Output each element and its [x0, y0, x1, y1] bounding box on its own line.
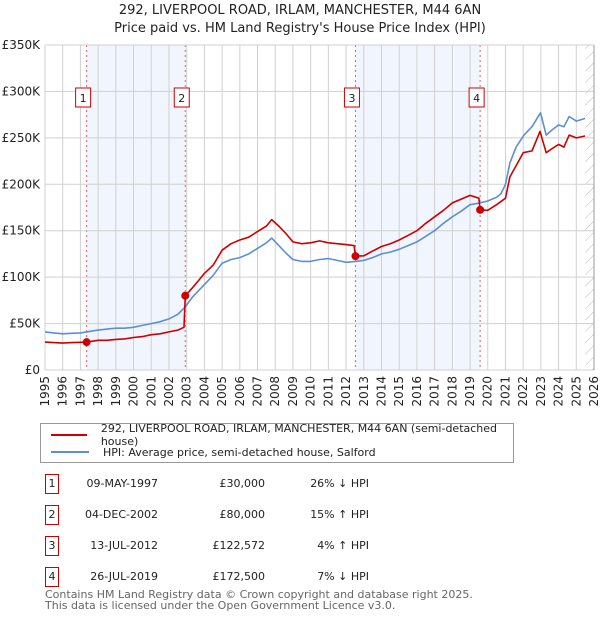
x-tick-label: 2021	[498, 376, 512, 407]
transaction-date: 09-MAY-1997	[86, 477, 158, 490]
x-tick-label: 2001	[144, 376, 158, 407]
x-tick-label: 2026	[587, 376, 600, 407]
hpi-line	[44, 112, 586, 335]
legend-swatch-blue	[51, 451, 89, 453]
x-tick-label: 2015	[392, 376, 406, 407]
transaction-price: £122,572	[212, 539, 266, 552]
sale-marker-box	[343, 87, 360, 108]
sale-point	[351, 252, 360, 261]
sale-point	[181, 291, 190, 300]
sale-point	[82, 338, 91, 347]
transaction-row: 3 13-JUL-2012 £122,572 4% ↑ HPI	[0, 536, 600, 556]
sale-marker-label: 1	[80, 92, 87, 105]
y-tick-label: £100K	[2, 270, 42, 284]
transaction-marker: 2	[45, 505, 59, 525]
x-tick-label: 2000	[127, 376, 141, 407]
y-tick-label: £350K	[2, 38, 42, 52]
legend-label-hpi: HPI: Average price, semi-detached house,…	[103, 445, 376, 459]
x-tick-label: 1998	[91, 376, 105, 407]
x-tick-label: 2012	[339, 376, 353, 407]
transaction-date: 13-JUL-2012	[90, 539, 158, 552]
footer-licence: This data is licensed under the Open Gov…	[45, 599, 396, 612]
x-tick-label: 2003	[180, 376, 194, 407]
x-tick-label: 2014	[374, 376, 388, 407]
x-tick-label: 1997	[73, 376, 87, 407]
x-tick-label: 2011	[321, 376, 335, 407]
transaction-hpi-diff: 4% ↑ HPI	[317, 539, 369, 552]
transaction-marker: 1	[45, 474, 59, 494]
x-tick-label: 2008	[268, 376, 282, 407]
transaction-price: £80,000	[219, 508, 266, 521]
property-price-line	[44, 130, 586, 344]
shaded-period	[355, 45, 481, 370]
x-tick-label: 1995	[38, 376, 52, 407]
transaction-hpi-diff: 7% ↓ HPI	[317, 570, 369, 583]
shaded-period	[86, 45, 186, 370]
x-tick-label: 2010	[304, 376, 318, 407]
legend-item-hpi: HPI: Average price, semi-detached house,…	[51, 444, 376, 460]
x-tick-label: 2002	[162, 376, 176, 407]
legend-label-property: 292, LIVERPOOL ROAD, IRLAM, MANCHESTER, …	[100, 422, 498, 448]
y-tick-label: £250K	[2, 131, 42, 145]
sale-marker-box	[75, 87, 92, 108]
transaction-hpi-diff: 15% ↑ HPI	[310, 508, 369, 521]
x-tick-label: 2013	[357, 376, 371, 407]
x-tick-label: 1996	[56, 376, 70, 407]
x-tick-label: 2017	[428, 376, 442, 407]
sale-marker-label: 3	[348, 92, 355, 105]
x-tick-label: 2019	[463, 376, 477, 407]
x-tick-label: 2009	[286, 376, 300, 407]
y-tick-label: £200K	[2, 177, 42, 191]
x-tick-label: 2022	[516, 376, 530, 407]
transaction-marker: 4	[45, 567, 59, 587]
x-tick-label: 2018	[445, 376, 459, 407]
y-tick-label: £0	[25, 363, 40, 377]
x-tick-label: 1999	[109, 376, 123, 407]
sale-marker-label: 2	[178, 92, 185, 105]
transaction-row: 1 09-MAY-1997 £30,000 26% ↓ HPI	[0, 474, 600, 494]
transaction-row: 4 26-JUL-2019 £172,500 7% ↓ HPI	[0, 567, 600, 587]
transaction-price: £172,500	[212, 570, 266, 583]
x-tick-label: 2007	[251, 376, 265, 407]
x-tick-label: 2004	[197, 376, 211, 407]
sale-point	[476, 205, 485, 214]
sale-marker-label: 4	[473, 92, 480, 105]
legend: 292, LIVERPOOL ROAD, IRLAM, MANCHESTER, …	[40, 422, 514, 463]
transaction-row: 2 04-DEC-2002 £80,000 15% ↑ HPI	[0, 505, 600, 525]
x-tick-label: 2016	[410, 376, 424, 407]
x-tick-label: 2006	[233, 376, 247, 407]
y-tick-label: £150K	[2, 224, 42, 238]
y-tick-label: £50K	[9, 317, 41, 331]
forecast-hatch	[585, 45, 594, 370]
x-tick-label: 2023	[534, 376, 548, 407]
x-tick-label: 2025	[569, 376, 583, 407]
x-tick-label: 2020	[481, 376, 495, 407]
x-tick-label: 2024	[552, 376, 566, 407]
transaction-date: 26-JUL-2019	[90, 570, 158, 583]
price-chart: 1995 1996 1997 1998 1999 2000 2001 2002 2003 2004…	[2, 38, 600, 407]
transaction-marker: 3	[45, 536, 59, 556]
transaction-price: £30,000	[219, 477, 266, 490]
legend-item-property: 292, LIVERPOOL ROAD, IRLAM, MANCHESTER, …	[51, 422, 513, 448]
chart-title: 292, LIVERPOOL ROAD, IRLAM, MANCHESTER, …	[118, 3, 482, 18]
x-tick-label: 2005	[215, 376, 229, 407]
legend-swatch-red	[51, 434, 87, 436]
chart-subtitle: Price paid vs. HM Land Registry's House …	[114, 21, 486, 36]
sale-marker-box	[468, 87, 485, 108]
transaction-hpi-diff: 26% ↓ HPI	[310, 477, 369, 490]
transaction-date: 04-DEC-2002	[84, 508, 158, 521]
sale-marker-box	[173, 87, 190, 108]
y-tick-label: £300K	[2, 84, 42, 98]
footer-copyright: Contains HM Land Registry data © Crown c…	[45, 588, 473, 601]
